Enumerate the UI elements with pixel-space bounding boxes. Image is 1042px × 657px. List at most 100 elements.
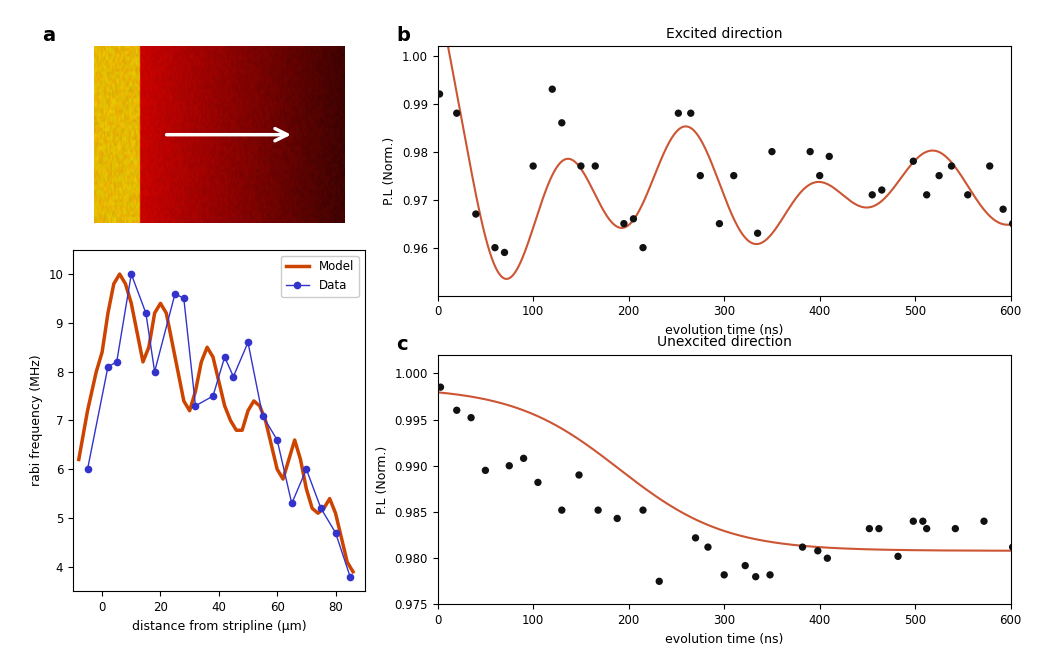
Point [670, 108, 687, 118]
Model [201, 344, 214, 351]
Model [81, 407, 94, 415]
Point [501, 461, 518, 471]
Title: Excited direction: Excited direction [666, 27, 783, 41]
Model [177, 397, 190, 405]
Model [73, 455, 85, 463]
Data [148, 368, 160, 376]
Model [195, 358, 207, 366]
Model [341, 558, 353, 566]
Model [148, 309, 160, 317]
Data [177, 294, 190, 302]
Model [206, 353, 219, 361]
Data [300, 465, 313, 473]
Data [329, 529, 342, 537]
Point [468, 209, 485, 219]
Point [625, 214, 642, 224]
Legend: Model, Data: Model, Data [281, 256, 358, 297]
Point [918, 190, 935, 200]
Model [224, 417, 237, 424]
Point [904, 156, 921, 166]
Point [716, 570, 733, 580]
Point [692, 170, 709, 181]
Point [864, 190, 880, 200]
Point [982, 161, 998, 171]
Model [114, 270, 126, 278]
Point [477, 465, 494, 476]
Model [265, 441, 277, 449]
Model [183, 407, 196, 415]
Point [861, 524, 877, 534]
Point [463, 413, 479, 423]
Point [590, 505, 606, 515]
Model [347, 568, 359, 576]
Model [154, 300, 167, 307]
Point [616, 218, 632, 229]
Point [635, 505, 651, 515]
Data [110, 358, 123, 366]
Model [271, 465, 283, 473]
Text: a: a [42, 26, 55, 45]
Point [487, 242, 503, 253]
Point [725, 170, 742, 181]
Point [762, 570, 778, 580]
Y-axis label: P.L (Norm.): P.L (Norm.) [383, 137, 396, 205]
Point [553, 118, 570, 128]
Point [747, 572, 764, 582]
Point [525, 161, 542, 171]
Point [683, 108, 699, 118]
Model [190, 387, 202, 395]
Point [794, 542, 811, 553]
Model [242, 407, 254, 415]
Data [102, 363, 115, 371]
Point [1004, 542, 1021, 553]
Point [995, 204, 1012, 214]
Model [323, 495, 336, 503]
Point [529, 477, 546, 487]
Model [318, 505, 330, 512]
Point [904, 516, 921, 526]
X-axis label: distance from stripline (μm): distance from stripline (μm) [131, 620, 306, 633]
Data [140, 309, 152, 317]
Point [432, 382, 449, 392]
Data [125, 270, 138, 278]
Y-axis label: P.L (Norm.): P.L (Norm.) [376, 445, 389, 514]
Model [235, 426, 248, 434]
Point [810, 545, 826, 556]
Data [271, 436, 283, 444]
Model [90, 368, 102, 376]
Point [496, 247, 513, 258]
Point [688, 533, 704, 543]
Model [248, 397, 260, 405]
Model [253, 402, 266, 410]
Line: Model: Model [79, 274, 353, 572]
Point [871, 524, 888, 534]
Model [143, 344, 155, 351]
X-axis label: evolution time (ns): evolution time (ns) [665, 324, 784, 337]
Model [230, 426, 243, 434]
Data [286, 499, 298, 507]
Point [515, 453, 531, 464]
Model [312, 509, 324, 517]
Data [190, 402, 202, 410]
Model [294, 455, 306, 463]
Model [96, 348, 108, 356]
Point [873, 185, 890, 195]
Point [699, 542, 716, 553]
Point [448, 108, 465, 118]
Point [975, 516, 992, 526]
Model [329, 509, 342, 517]
Data [227, 373, 240, 380]
Point [737, 560, 753, 571]
Model [282, 455, 295, 463]
X-axis label: evolution time (ns): evolution time (ns) [665, 633, 784, 646]
Model [289, 436, 301, 444]
Point [544, 84, 561, 95]
Point [802, 147, 819, 157]
Data [344, 573, 356, 581]
Model [107, 280, 120, 288]
Point [943, 161, 960, 171]
Text: c: c [396, 335, 407, 354]
Data [242, 338, 254, 346]
Point [651, 576, 668, 587]
Data [256, 412, 269, 420]
